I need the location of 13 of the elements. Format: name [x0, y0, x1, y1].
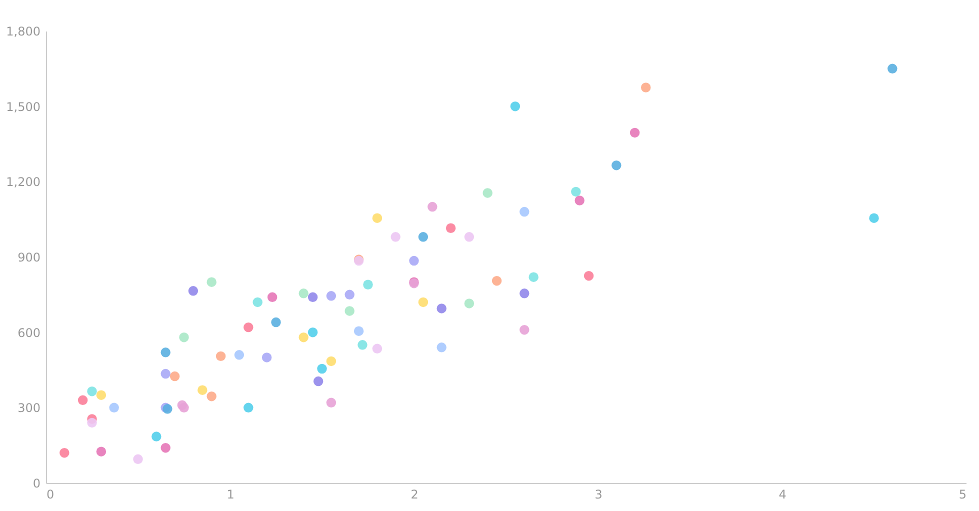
- y-tick-label: 1,200: [6, 175, 40, 190]
- x-tick-label: 5: [958, 488, 966, 502]
- x-tick-label: 1: [226, 488, 234, 502]
- y-tick-label: 300: [18, 401, 40, 416]
- y-tick-label: 1,500: [6, 100, 40, 114]
- y-tick-label: 900: [18, 250, 40, 264]
- x-tick-label: 0: [46, 488, 54, 502]
- x-tick-label: 2: [410, 488, 418, 502]
- y-tick-label: 600: [18, 326, 40, 340]
- y-tick-label: 0: [32, 476, 40, 490]
- x-tick-label: 3: [594, 488, 602, 502]
- y-tick-label: 1,800: [6, 24, 40, 38]
- x-tick-label: 4: [778, 488, 786, 502]
